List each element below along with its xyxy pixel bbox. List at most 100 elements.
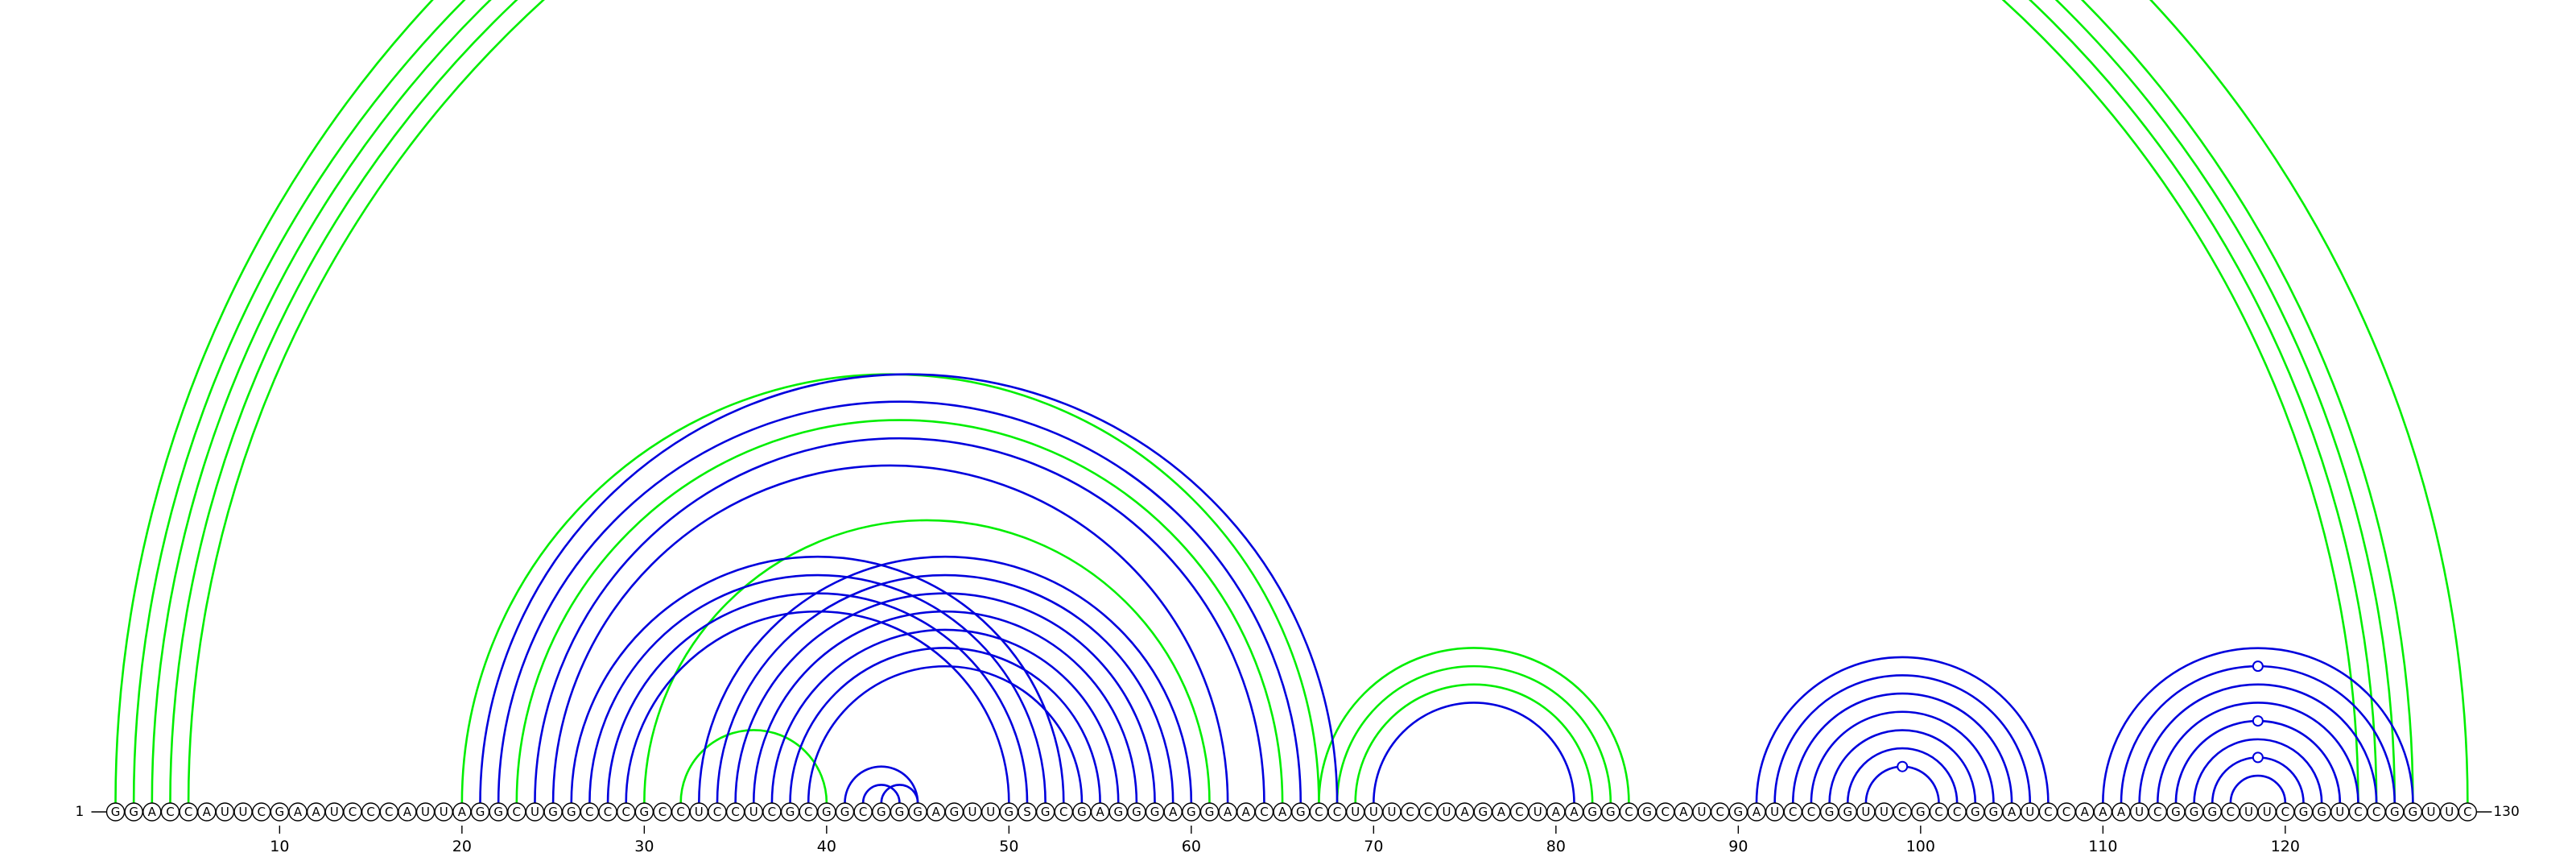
blue-arc-29-50 [625, 610, 1010, 804]
sequence-start-label: 1 [76, 804, 85, 820]
blue-arc-28-51 [606, 592, 1029, 804]
nucleotide-letter: C [1789, 805, 1797, 819]
markers-layer [1897, 660, 2264, 772]
nucleotide-letter: C [585, 805, 593, 819]
nucleotide-letter: G [567, 805, 576, 819]
nucleotide-letter: C [731, 805, 739, 819]
nucleotide-letter: C [621, 805, 630, 819]
blue-arc-27-52 [588, 573, 1046, 804]
nucleotide-letter: C [1934, 805, 1942, 819]
nucleotide-letter: G [1734, 805, 1744, 819]
nucleotide-letter: A [2081, 805, 2090, 819]
nucleotide-letter: G [1077, 805, 1087, 819]
nucleotide-letter: G [1989, 805, 1999, 819]
tick-label-30: 30 [634, 838, 654, 855]
nucleotide-letter: C [349, 805, 357, 819]
nucleotide-letter: A [1460, 805, 1469, 819]
nucleotide-letter: C [513, 805, 521, 819]
blue-arc-43-45 [880, 784, 919, 804]
nucleotide-letter: G [913, 805, 923, 819]
nucleotide-letter: G [1971, 805, 1980, 819]
blue-arc-94-104 [1810, 710, 1995, 804]
apex-marker-114-123 [2252, 715, 2264, 727]
nucleotide-letter: G [1606, 805, 1616, 819]
nucleotide-letter: U [1442, 805, 1451, 819]
nucleotide-letter: C [1624, 805, 1633, 819]
nucleotide-letter: G [2207, 805, 2217, 819]
apex-marker-111-126 [2252, 660, 2264, 673]
apex-marker-116-121 [2252, 751, 2264, 764]
tick-label-110: 110 [2088, 838, 2117, 855]
nucleotide-letter: A [2099, 805, 2107, 819]
nucleotide-letter: C [713, 805, 721, 819]
tick-label-50: 50 [999, 838, 1018, 855]
tick-label-60: 60 [1182, 838, 1201, 855]
nucleotide-letter: G [493, 805, 503, 819]
nucleotide-letter: G [640, 805, 650, 819]
nucleotide-letter: C [257, 805, 265, 819]
blue-arc-92-106 [1773, 674, 2032, 804]
blue-arc-70-81 [1373, 702, 1575, 804]
nucleotide-letter: C [658, 805, 667, 819]
nucleotide-letter: G [822, 805, 832, 819]
nucleotide-circle [2458, 802, 2478, 822]
nucleotide-letter: G [1005, 805, 1014, 819]
nucleotide-letter: G [476, 805, 485, 819]
nucleotide-letter: G [877, 805, 886, 819]
blue-arc-33-60 [698, 555, 1193, 804]
nucleotide-letter: G [1843, 805, 1852, 819]
nucleotide-letter: C [2227, 805, 2235, 819]
nucleotide-letter: A [932, 805, 941, 819]
blue-arc-116-121 [2211, 756, 2305, 804]
apex-marker-97-101 [1897, 760, 1909, 772]
nucleotide-letter: G [2171, 805, 2181, 819]
nucleotide-letter: A [1752, 805, 1761, 819]
nucleotide-letter: G [1187, 805, 1196, 819]
nucleotide-letter: C [385, 805, 393, 819]
blue-arc-34-59 [716, 573, 1174, 804]
blue-arc-91-107 [1755, 656, 2050, 804]
nucleotide-letter: A [203, 805, 212, 819]
green-arc-69-82 [1354, 683, 1594, 804]
nucleotide-letter: A [1552, 805, 1561, 819]
tick-label-120: 120 [2271, 838, 2300, 855]
blue-arc-96-102 [1846, 747, 1959, 804]
nucleotide-letter: U [1534, 805, 1542, 819]
nucleotide-letter: U [2427, 805, 2436, 819]
nucleotide-letter: C [1715, 805, 1724, 819]
nucleotide-letter: U [986, 805, 995, 819]
blue-arc-22-66 [497, 400, 1302, 804]
nucleotide-letter: G [2299, 805, 2309, 819]
position-ticks: 10 20 30 40 50 60 70 80 90 100 110 120 [270, 826, 2300, 855]
blue-arc-39-54 [807, 664, 1084, 804]
nucleotide-letter: G [1916, 805, 1926, 819]
nucleotide-letter: G [111, 805, 121, 819]
nucleotide-letter: G [1642, 805, 1652, 819]
green-arc-2-127 [134, 0, 2413, 803]
nucleotide-letter: U [1770, 805, 1779, 819]
nucleotide-letter: C [1953, 805, 1961, 819]
nucleotide-letter: C [604, 805, 612, 819]
nucleotide-letter: A [1096, 805, 1104, 819]
arcs-layer [116, 0, 2468, 803]
nucleotide-letter: A [294, 805, 303, 819]
nucleotide-letter: G [2190, 805, 2199, 819]
nucleotide-letter: U [1880, 805, 1889, 819]
nucleotide-letter: C [366, 805, 374, 819]
nucleotide-letter: A [1278, 805, 1287, 819]
green-arc-23-65 [515, 419, 1284, 804]
nucleotide-letter: A [1242, 805, 1251, 819]
nucleotide-letter: G [2390, 805, 2400, 819]
tick-label-10: 10 [270, 838, 289, 855]
green-arc-32-40 [679, 729, 828, 804]
green-arc-3-126 [151, 0, 2396, 804]
blue-arc-95-103 [1828, 729, 1977, 804]
nucleotide-letter: A [1570, 805, 1579, 819]
blue-arc-115-122 [2193, 738, 2323, 804]
nucleotide-letter: G [895, 805, 905, 819]
nucleotide-letter: G [950, 805, 960, 819]
tick-label-100: 100 [1906, 838, 1935, 855]
green-arc-1-130 [116, 0, 2468, 803]
nucleotide-letter: G [840, 805, 850, 819]
